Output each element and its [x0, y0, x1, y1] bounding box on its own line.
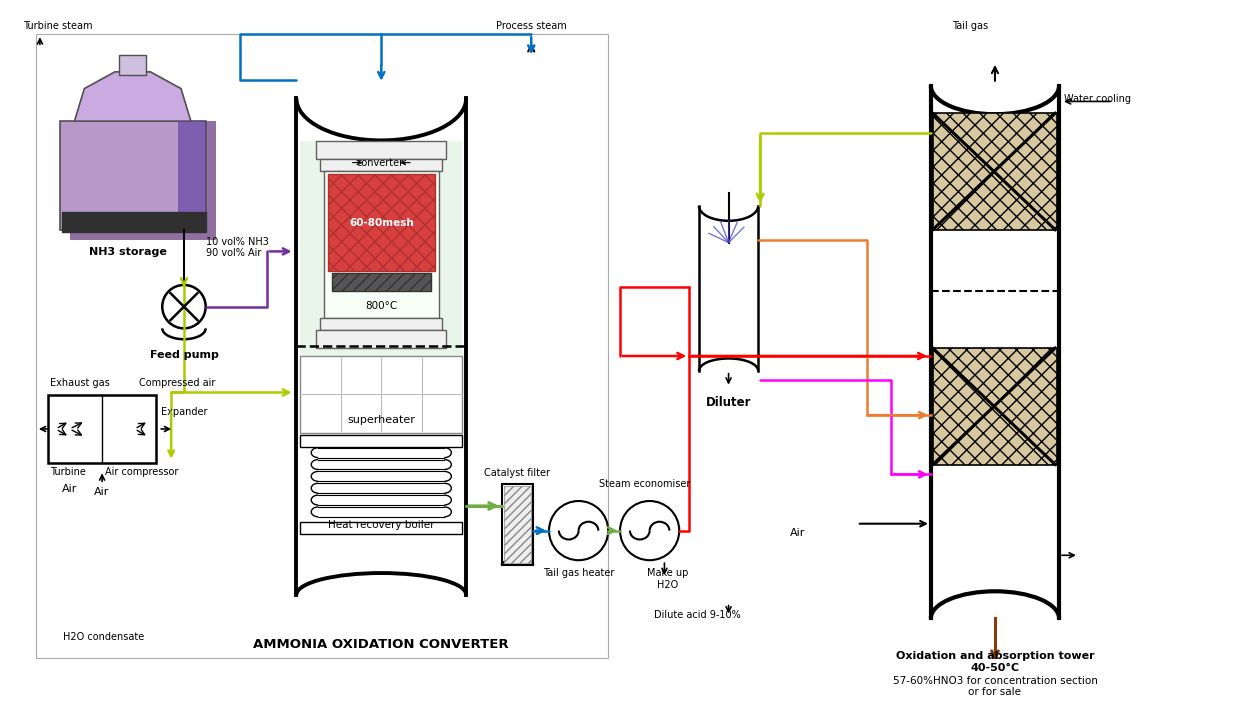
- Circle shape: [162, 285, 206, 329]
- Bar: [324, 171, 439, 319]
- Text: Feed pump: Feed pump: [150, 350, 218, 360]
- Circle shape: [549, 501, 609, 560]
- Polygon shape: [70, 121, 216, 240]
- Bar: [301, 141, 463, 380]
- Bar: [298, 99, 465, 595]
- Bar: [61, 212, 206, 232]
- Text: Heat recovery boiler: Heat recovery boiler: [328, 520, 434, 529]
- Text: Expander: Expander: [161, 407, 208, 417]
- Text: converter-: converter-: [357, 158, 407, 168]
- Text: Diluter: Diluter: [706, 396, 752, 410]
- Text: Turbine steam: Turbine steam: [24, 20, 92, 30]
- Bar: [317, 331, 446, 348]
- Text: Air: Air: [62, 484, 77, 494]
- Text: AMMONIA OXIDATION CONVERTER: AMMONIA OXIDATION CONVERTER: [253, 638, 509, 651]
- Polygon shape: [178, 121, 206, 212]
- Text: 60-80mesh: 60-80mesh: [349, 218, 414, 228]
- Text: Compressed air: Compressed air: [138, 378, 214, 388]
- Bar: [933, 348, 1057, 465]
- Bar: [301, 522, 463, 534]
- Text: Exhaust gas: Exhaust gas: [50, 378, 110, 388]
- Text: Catalyst filter: Catalyst filter: [484, 468, 550, 478]
- Text: Dilute acid 9-10%: Dilute acid 9-10%: [653, 610, 741, 620]
- Bar: [932, 85, 1059, 618]
- Polygon shape: [60, 121, 206, 230]
- Text: NH3 storage: NH3 storage: [89, 247, 167, 257]
- Text: Tail gas: Tail gas: [953, 20, 989, 30]
- Text: 10 vol% NH3
90 vol% Air: 10 vol% NH3 90 vol% Air: [206, 237, 268, 258]
- Bar: [320, 319, 443, 331]
- Polygon shape: [75, 72, 191, 121]
- Text: Steam economiser: Steam economiser: [599, 479, 691, 489]
- Text: 57-60%HNO3 for concentration section
or for sale: 57-60%HNO3 for concentration section or …: [893, 675, 1097, 697]
- Text: superheater: superheater: [348, 415, 415, 425]
- Text: Make up
H2O: Make up H2O: [647, 568, 688, 589]
- Text: Process steam: Process steam: [496, 20, 566, 30]
- Bar: [301, 435, 463, 447]
- Bar: [700, 206, 757, 371]
- Circle shape: [620, 501, 680, 560]
- Bar: [36, 35, 609, 658]
- Bar: [317, 141, 446, 159]
- Text: Turbine: Turbine: [50, 467, 86, 477]
- Bar: [118, 55, 146, 75]
- Text: Air compressor: Air compressor: [105, 467, 178, 477]
- Text: Air: Air: [95, 487, 110, 497]
- Bar: [328, 174, 434, 271]
- Text: Air: Air: [789, 527, 806, 538]
- Text: 800°C: 800°C: [365, 301, 398, 311]
- Bar: [501, 484, 534, 565]
- Bar: [301, 356, 463, 433]
- Bar: [504, 486, 531, 563]
- Bar: [320, 159, 443, 171]
- Text: H2O condensate: H2O condensate: [62, 632, 143, 642]
- Text: Tail gas heater: Tail gas heater: [542, 568, 615, 578]
- Text: Water cooling: Water cooling: [1064, 94, 1131, 104]
- Bar: [47, 396, 156, 462]
- Bar: [332, 273, 430, 291]
- Bar: [933, 114, 1057, 230]
- Text: Oxidation and absorption tower
40-50°C: Oxidation and absorption tower 40-50°C: [895, 651, 1095, 673]
